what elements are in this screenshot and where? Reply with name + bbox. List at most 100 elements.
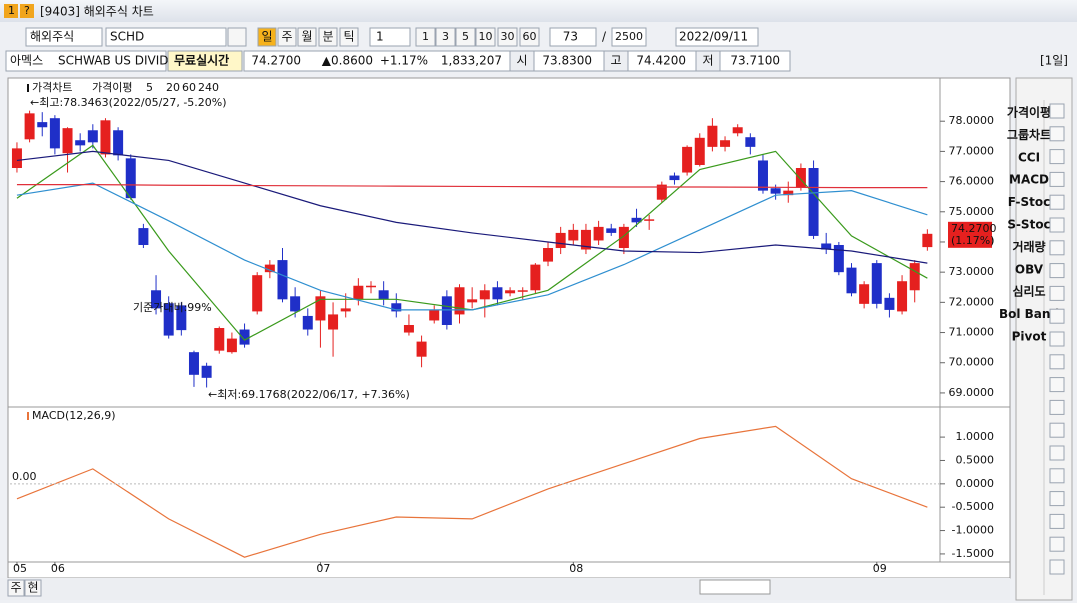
candle-body [49, 118, 60, 149]
control [5, 50, 167, 72]
control[interactable] [549, 27, 597, 47]
candle-body [644, 219, 655, 221]
minute-button[interactable]: 1 [422, 30, 429, 43]
candle-body [378, 290, 389, 300]
control[interactable] [1049, 354, 1065, 370]
control[interactable] [519, 27, 540, 47]
control[interactable] [1049, 217, 1065, 233]
control[interactable] [1049, 308, 1065, 324]
control[interactable] [277, 27, 297, 47]
control[interactable] [415, 27, 436, 47]
indicator-button[interactable]: OBV [1015, 262, 1044, 276]
control[interactable] [1049, 331, 1065, 347]
candle-body [821, 243, 832, 250]
control[interactable] [1049, 559, 1065, 575]
control[interactable] [455, 27, 476, 47]
candle-body [871, 263, 882, 304]
control[interactable] [369, 27, 411, 47]
candle-body [669, 175, 680, 181]
total-input[interactable]: 2500 [615, 30, 643, 43]
control[interactable] [1049, 194, 1065, 210]
indicator-button[interactable]: 심리도 [1012, 284, 1045, 299]
indicator-button[interactable]: 가격이평 [1007, 105, 1051, 120]
candle-body [505, 290, 516, 294]
control[interactable] [1049, 240, 1065, 256]
candle-body [176, 305, 187, 331]
control[interactable] [7, 579, 25, 597]
control[interactable] [1049, 445, 1065, 461]
control[interactable] [435, 27, 456, 47]
indicator-button[interactable]: S-Stoc [1007, 218, 1050, 232]
control[interactable] [1049, 149, 1065, 165]
bottom-button[interactable]: 현 [27, 581, 38, 595]
period-button[interactable]: 분 [322, 30, 333, 44]
control[interactable] [1049, 536, 1065, 552]
zero-label: 0.00 [12, 470, 37, 483]
indicator-button[interactable]: MACD [1009, 173, 1049, 187]
control[interactable] [1049, 491, 1065, 507]
series-line [16, 184, 928, 189]
control[interactable] [1049, 399, 1065, 415]
control[interactable] [105, 27, 227, 47]
candle-body [365, 285, 376, 288]
legend-entry: 240 [198, 81, 219, 94]
indicator-button[interactable]: Pivot [1012, 330, 1047, 344]
candle-body [403, 324, 414, 333]
control[interactable] [1049, 468, 1065, 484]
date-input[interactable]: 2022/09/11 [679, 30, 748, 44]
count-input[interactable]: 73 [563, 30, 578, 44]
indicator-button[interactable]: 그룹차트 [1007, 127, 1051, 142]
candle-body [467, 299, 478, 303]
period-button[interactable]: 틱 [343, 30, 354, 44]
interval-select[interactable]: 1 [376, 30, 384, 44]
plot: 78.000077.000076.000075.000074.000073.00… [10, 81, 997, 575]
control[interactable] [497, 27, 518, 47]
control[interactable] [227, 27, 247, 47]
control[interactable] [475, 27, 496, 47]
indicator-button[interactable]: Bol Band [999, 307, 1059, 321]
scrollbar[interactable] [699, 579, 771, 595]
control[interactable] [24, 579, 42, 597]
period-button[interactable]: 월 [301, 30, 312, 44]
period-button[interactable]: 일 [261, 30, 272, 44]
control[interactable] [339, 27, 359, 47]
candle-body [75, 140, 86, 146]
minute-button[interactable]: 30 [501, 30, 515, 43]
control[interactable] [318, 27, 338, 47]
control[interactable] [1049, 513, 1065, 529]
candle-body [631, 217, 642, 223]
bottom-button[interactable]: 주 [10, 581, 21, 595]
control[interactable] [1049, 263, 1065, 279]
period-button[interactable]: 주 [281, 30, 292, 44]
minute-button[interactable]: 5 [462, 30, 469, 43]
candle-body [138, 228, 149, 245]
control[interactable] [1049, 285, 1065, 301]
control[interactable] [257, 27, 277, 47]
minute-button[interactable]: 60 [523, 30, 537, 43]
candle-body [682, 146, 693, 173]
control[interactable] [297, 27, 317, 47]
control[interactable] [1049, 377, 1065, 393]
control[interactable] [675, 27, 759, 47]
candle-body [239, 329, 250, 345]
candle-body [328, 314, 339, 330]
control[interactable] [25, 27, 103, 47]
indicator-button[interactable]: 거래량 [1012, 239, 1045, 254]
control[interactable] [611, 27, 647, 47]
symbol-input[interactable]: SCHD [110, 30, 144, 44]
control[interactable] [1049, 171, 1065, 187]
minute-button[interactable]: 10 [479, 30, 493, 43]
candle-body [429, 309, 440, 321]
market-select[interactable]: 해외주식 [30, 30, 74, 44]
candle-body [783, 190, 794, 196]
control[interactable] [1049, 103, 1065, 119]
y-tick-label: 73.0000 [949, 265, 995, 278]
last-price-change: (1.17%) [951, 234, 995, 247]
control[interactable] [1049, 422, 1065, 438]
control[interactable] [1049, 126, 1065, 142]
indicator-button[interactable]: CCI [1018, 150, 1040, 164]
indicator-button[interactable]: F-Stoc [1008, 195, 1051, 209]
minute-button[interactable]: 3 [442, 30, 449, 43]
y-tick-label: 78.0000 [949, 114, 995, 127]
